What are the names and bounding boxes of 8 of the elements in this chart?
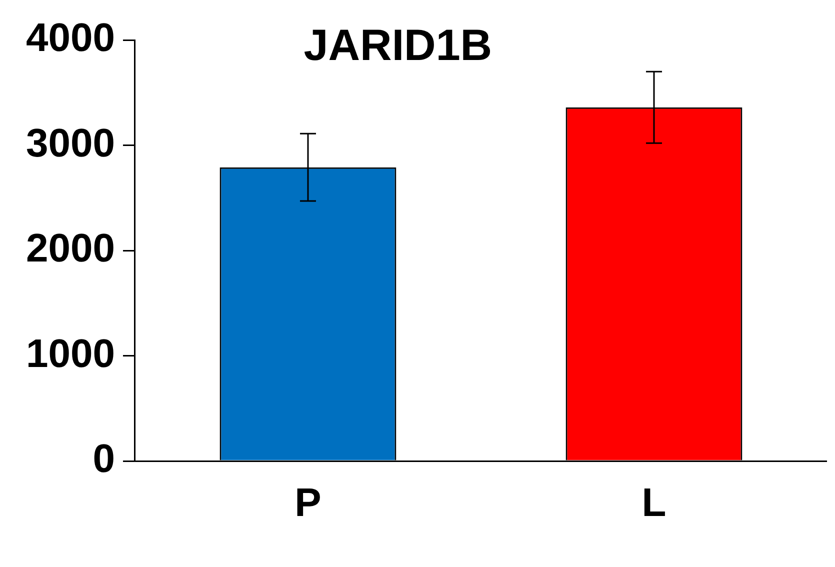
y-tick-label: 3000 (26, 121, 115, 166)
x-tick-label: P (294, 481, 322, 526)
x-tick-label: L (642, 481, 666, 526)
chart-title: JARID1B (304, 21, 492, 70)
y-tick-label: 0 (92, 437, 115, 482)
y-tick-label: 4000 (26, 16, 115, 60)
y-tick-label: 1000 (26, 332, 115, 376)
y-tick-label: 2000 (26, 226, 115, 271)
